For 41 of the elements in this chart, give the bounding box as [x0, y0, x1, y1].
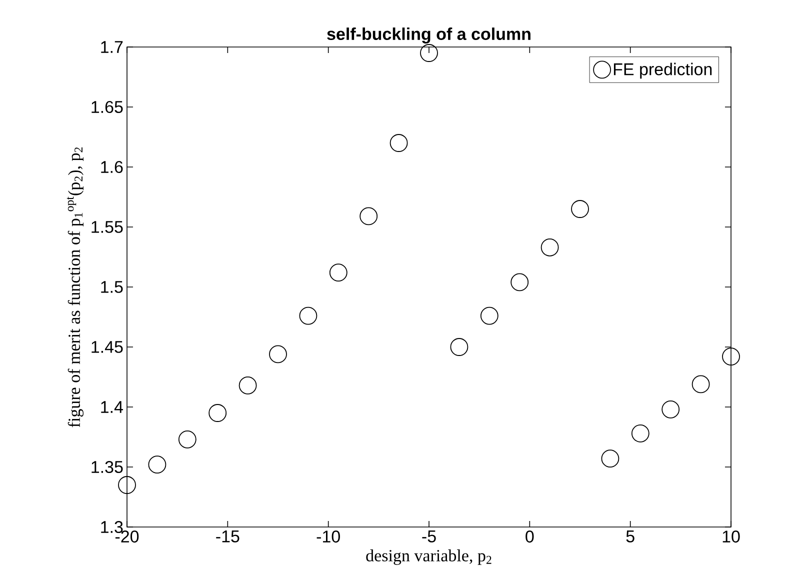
point [329, 264, 348, 282]
point [299, 306, 318, 325]
point [420, 44, 438, 62]
point [540, 238, 559, 256]
point [118, 476, 136, 494]
point [571, 200, 589, 218]
y-tick-label: 1.3 [101, 520, 123, 534]
point [450, 338, 468, 356]
y-tick-label: 1.35 [92, 460, 123, 474]
point [360, 207, 378, 226]
x-tick-label: 0 [526, 530, 534, 543]
y-tick-label: 1.45 [92, 341, 123, 353]
point [480, 306, 498, 325]
x-tick-label: -10 [316, 530, 340, 543]
chart-title: self-buckling of a column [327, 28, 530, 44]
y-tick-label: 1.5 [101, 281, 123, 293]
point [510, 273, 529, 292]
point [148, 456, 166, 474]
point [662, 400, 680, 418]
point [631, 424, 650, 442]
x-tick-label: -20 [115, 530, 139, 543]
point [692, 375, 710, 394]
point [208, 404, 227, 422]
x-tick-label: 5 [626, 530, 634, 542]
y-tick-label: 1.65 [92, 100, 123, 114]
point [178, 430, 196, 448]
y-tick-label: 1.4 [101, 401, 123, 413]
legend-label: FE prediction [614, 62, 712, 79]
y-tick-label: 1.55 [92, 221, 123, 233]
point [390, 134, 408, 152]
point [601, 450, 620, 468]
x-axis-title: design variable, p$_{2}$ [366, 549, 492, 565]
point [722, 348, 740, 366]
x-tick-label: -5 [422, 530, 436, 542]
y-axis-title: figure of merit as function of p$_{1}$$^{opt}$(p$_{2}$), p$_{2}$ [66, 147, 84, 428]
x-tick-label: 10 [722, 530, 740, 543]
y-tick-label: 1.6 [101, 160, 123, 174]
y-tick-label: 1.7 [101, 41, 123, 53]
point [238, 376, 257, 394]
point [269, 345, 287, 364]
x-tick-label: -15 [216, 530, 240, 542]
